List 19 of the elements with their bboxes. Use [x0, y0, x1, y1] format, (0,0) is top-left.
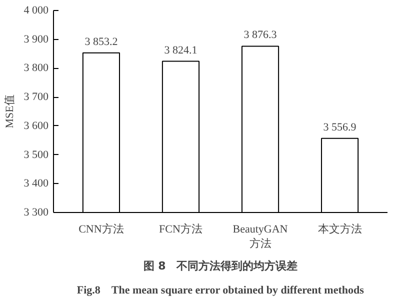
text: 图 8 不同方法得到的均方误差	[143, 260, 298, 272]
data-label: 3 824.1	[164, 44, 198, 56]
y-tick-label: 3 600	[24, 120, 49, 132]
y-tick-label: 3 400	[24, 178, 49, 190]
y-tick-label: 3 900	[24, 33, 49, 46]
data-label: 3 876.3	[244, 29, 278, 42]
y-tick-label: 3 700	[24, 91, 49, 104]
data-label: 3 853.2	[84, 36, 118, 48]
data-label: 3 556.9	[323, 121, 357, 134]
x-tick-label: 本文方法	[318, 222, 362, 236]
y-tick-label: 4 000	[24, 4, 49, 16]
text: Fig.8 The mean square error obtained by different methods	[76, 284, 365, 296]
y-tick-label: 3 500	[24, 148, 49, 161]
y-tick-label: 3 300	[24, 206, 49, 218]
y-axis-title: MSE值	[4, 94, 16, 128]
x-tick-label: BeautyGAN 方法	[232, 224, 288, 250]
x-tick-label: FCN方法	[159, 222, 202, 236]
y-tick-label: 3 800	[24, 62, 49, 74]
x-tick-label: CNN方法	[78, 222, 124, 236]
